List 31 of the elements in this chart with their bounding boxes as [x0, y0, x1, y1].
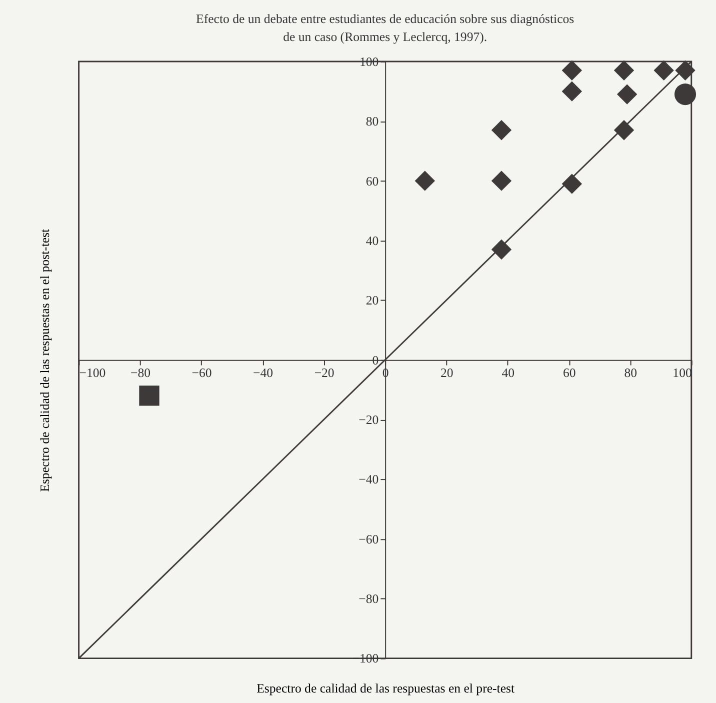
point — [616, 84, 638, 104]
point — [491, 239, 512, 260]
point — [139, 386, 160, 406]
x-tick-label: −40 — [253, 366, 274, 380]
y-tick-label: −20 — [358, 413, 379, 427]
y-tick-label: 20 — [366, 294, 379, 308]
point — [491, 120, 512, 140]
x-tick-label: −100 — [79, 366, 106, 380]
x-tick-label: −60 — [192, 366, 212, 380]
y-tick-label: −60 — [358, 532, 379, 546]
x-tick-label: 20 — [440, 366, 454, 380]
x-tick-label: 80 — [624, 366, 638, 380]
y-tick-label: 80 — [366, 114, 379, 129]
point — [674, 84, 696, 106]
x-axis-title: Espectro de calidad de las respuestas en el pre-test — [256, 681, 515, 696]
point — [414, 170, 435, 191]
point — [614, 60, 634, 81]
x-tick-label: −80 — [130, 366, 151, 380]
y-tick-label: −80 — [358, 592, 379, 606]
point — [654, 60, 674, 81]
x-tick-label: −20 — [314, 366, 334, 380]
point — [562, 60, 582, 81]
y-tick-label: 60 — [366, 174, 379, 188]
chart-title: Efecto de un debate entre estudiantes de educación sobre sus diagnósticos de un caso (Rommes y Leclercq, 1997). — [196, 12, 574, 44]
x-tick-label: 40 — [502, 366, 514, 380]
point — [562, 81, 582, 102]
y-tick-label: −40 — [358, 472, 379, 487]
y-axis-title: Espectro de calidad de las respuestas en el post-test — [38, 228, 52, 492]
x-tick-label: 60 — [562, 366, 576, 380]
point — [491, 170, 512, 191]
y-tick-label: 40 — [366, 234, 379, 248]
